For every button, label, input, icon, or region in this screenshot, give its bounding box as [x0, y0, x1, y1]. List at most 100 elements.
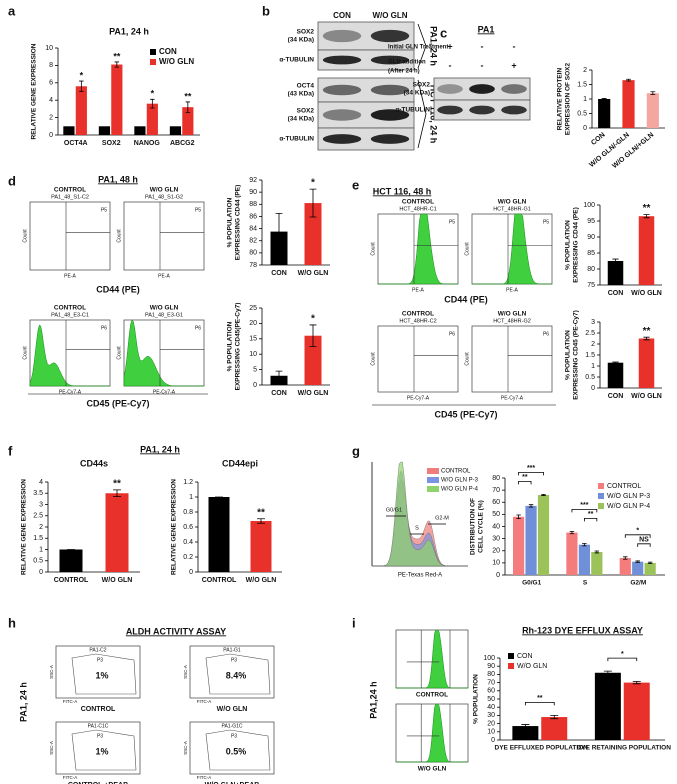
y-axis-label: DISTRIBUTION OF	[470, 498, 477, 555]
error-bar	[626, 78, 631, 82]
plot-label: CONTROL	[402, 199, 434, 206]
blot-band	[370, 134, 410, 144]
x-tick-label: G0/G1	[522, 580, 542, 587]
y-tick-label: 60	[492, 499, 500, 506]
chart-title: CD44s	[80, 458, 108, 468]
bracket	[417, 79, 427, 149]
bar	[169, 126, 182, 135]
x-tick-label: SOX2	[102, 140, 121, 147]
gate-label: P3	[231, 733, 237, 739]
legend-label: CONTROL	[607, 483, 641, 490]
flow-plot	[123, 201, 205, 271]
plot-axis: FITC-A	[197, 775, 212, 780]
error-bar	[309, 188, 317, 218]
y-tick-label: 0	[49, 132, 53, 139]
blot-band	[469, 105, 495, 115]
y-tick-label: 1.5	[577, 81, 587, 88]
treatment-sign: -	[481, 60, 484, 70]
blot-band	[322, 55, 362, 65]
y-axis-label: EXPRESSING CD45 (PE-Cy7)	[573, 310, 580, 400]
y-tick-label: 0	[496, 572, 500, 579]
treatment-label: GLN addition	[388, 60, 426, 66]
legend-label: CONTROL	[441, 469, 471, 475]
significance-label: *	[80, 70, 84, 80]
bar	[75, 86, 87, 135]
error-bar	[647, 561, 653, 565]
chart-title: Rh-123 DYE EFFLUX ASSAY	[522, 625, 643, 635]
x-tick-label: ABCG2	[170, 140, 195, 147]
error-bar	[612, 258, 619, 264]
significance-label: *	[311, 178, 315, 189]
y-tick-label: 4	[39, 479, 43, 486]
y-tick-label: 85	[587, 250, 595, 257]
plot-axis: PE-Cy7-A	[407, 395, 430, 401]
y-tick-label: 15	[249, 336, 257, 343]
histogram	[123, 319, 204, 387]
plot-label: CONTROL	[54, 305, 86, 312]
y-axis-label: EXPRESSING CD44 (PE)	[235, 185, 242, 261]
y-tick-label: 20	[249, 320, 257, 327]
plot-label: W/O GLN	[150, 305, 179, 312]
phase-label: G0/G1	[386, 507, 402, 513]
treatment-label: (After 24 h)	[388, 69, 420, 75]
legend-swatch	[427, 468, 439, 474]
plot-axis: SSC-A	[183, 665, 188, 679]
legend-label: W/O GLN P-3	[607, 493, 650, 500]
legend-swatch	[508, 663, 514, 669]
bar	[607, 362, 624, 388]
blot-label: SOX2	[297, 108, 315, 115]
y-tick-label: 82	[249, 238, 257, 245]
y-tick-label: 70	[487, 679, 495, 686]
plot-axis: SSC-A	[183, 741, 188, 755]
x-tick-label: W/O GLN	[631, 290, 662, 297]
significance-bracket	[518, 471, 544, 476]
blot-band	[437, 105, 463, 115]
flow-plot	[55, 721, 141, 775]
significance-label: **	[522, 474, 528, 481]
y-tick-label: 25	[249, 305, 257, 312]
y-tick-label: 92	[249, 177, 257, 184]
x-tick-label: W/O GLN	[631, 393, 662, 400]
legend-swatch	[598, 493, 604, 499]
axis-title: CD45 (PE-Cy7)	[86, 398, 149, 408]
error-bar	[635, 560, 640, 563]
bar	[537, 494, 550, 575]
flow-plot	[189, 645, 275, 699]
bar	[208, 497, 230, 572]
blot-band	[322, 134, 362, 144]
y-tick-label: 0.5	[585, 374, 595, 381]
y-tick-label: 80	[487, 671, 495, 678]
y-tick-label: 2	[591, 341, 595, 348]
gate-label: P6	[543, 331, 549, 337]
significance-bracket	[607, 657, 638, 662]
plot-axis: PE-A	[412, 287, 424, 293]
legend-label: W/O GLN P-3	[441, 478, 479, 484]
bar	[63, 126, 75, 135]
legend-swatch	[150, 49, 156, 55]
error-bar	[79, 80, 84, 92]
legend-swatch	[427, 477, 439, 483]
y-tick-label: 40	[487, 704, 495, 711]
panel-letter: f	[8, 443, 13, 458]
blot-band	[322, 29, 362, 43]
flow-plot	[471, 325, 553, 393]
bar	[591, 551, 603, 575]
y-axis-label: % POPULATION	[227, 197, 234, 247]
gate-label: P5	[195, 207, 201, 213]
panel-letter: i	[352, 615, 356, 630]
plot-axis: Count	[22, 229, 28, 243]
error-bar	[550, 715, 559, 720]
plot-id: PA1_48_E3-G1	[145, 312, 183, 318]
blot-column: CON	[333, 11, 351, 20]
y-tick-label: 40	[492, 523, 500, 530]
gate	[205, 729, 271, 771]
panel-letter: a	[8, 3, 16, 18]
y-tick-label: 3	[39, 501, 43, 508]
x-tick-label: W/O GLN	[102, 577, 133, 584]
x-tick-label: W/O GLN	[298, 270, 329, 277]
y-tick-label: 100	[483, 655, 495, 662]
blot-band	[370, 29, 410, 43]
y-tick-label: 10	[249, 351, 257, 358]
y-tick-label: 0.6	[183, 524, 193, 531]
significance-label: **	[113, 51, 121, 61]
